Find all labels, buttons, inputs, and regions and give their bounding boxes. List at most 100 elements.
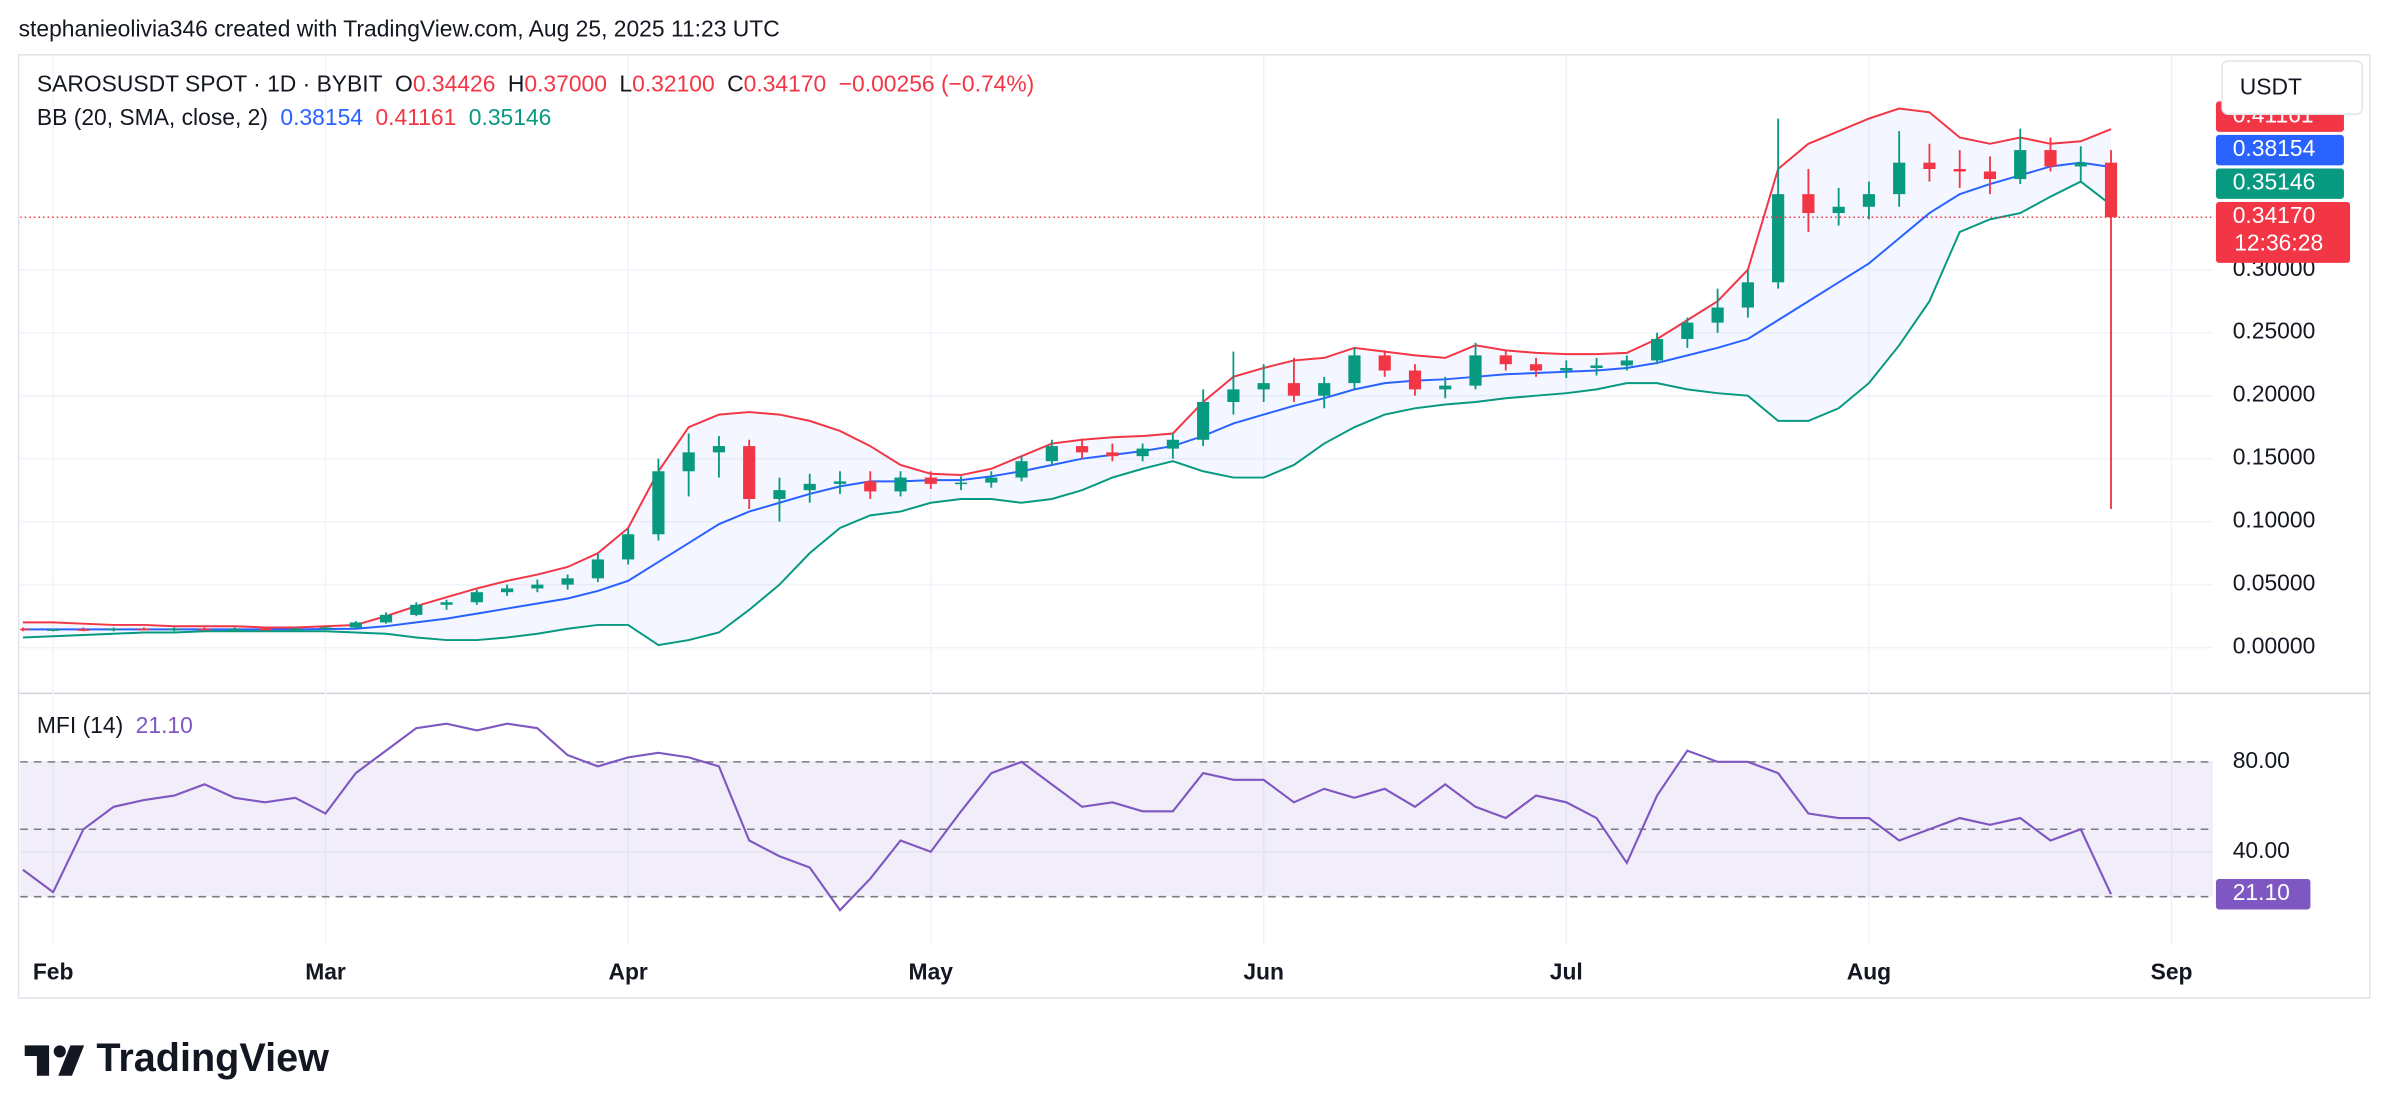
mfi-legend: MFI (14) 21.10	[37, 712, 193, 738]
y-tick-label: 0.05000	[2233, 570, 2316, 596]
x-tick-label: Aug	[1847, 959, 1891, 985]
price-tag	[2215, 134, 2344, 166]
y-tick-label: 80.00	[2233, 747, 2290, 773]
candle-body	[20, 628, 29, 631]
candle-body	[1166, 439, 1179, 449]
brand-logo	[24, 1045, 85, 1076]
candle-body	[1318, 383, 1331, 396]
x-tick-label: Jun	[1243, 959, 1284, 985]
candle-body	[1983, 171, 1997, 180]
mfi-title: MFI (14)	[37, 712, 123, 738]
candle-body	[1378, 355, 1391, 371]
ohlc-field: L	[619, 70, 632, 96]
candle-body	[1227, 389, 1240, 402]
price-tag-label: 0.34170	[2233, 202, 2316, 228]
candle-body	[1529, 364, 1543, 371]
candle-body	[1136, 448, 1149, 457]
candle-body	[924, 477, 937, 484]
candle-body	[2044, 150, 2057, 167]
bb-upper-value: 0.41161	[375, 104, 456, 130]
candle-body	[349, 622, 362, 628]
candle-body	[440, 602, 453, 605]
candle-body	[107, 628, 120, 631]
mfi-tag	[2215, 878, 2311, 910]
y-tick-label: 40.00	[2233, 837, 2290, 863]
mfi-pane	[20, 722, 2213, 912]
candle-body	[743, 446, 756, 499]
candle-body	[1439, 385, 1452, 390]
grid	[20, 54, 2213, 945]
candle-body	[894, 477, 907, 492]
candle-body	[47, 629, 60, 631]
price-tags: 0.3417012:36:280.351460.381540.4116121.1…	[2215, 101, 2351, 910]
candle-body	[410, 604, 423, 615]
logo-mark	[53, 1045, 66, 1058]
candle-body	[591, 559, 604, 579]
candle-body	[319, 627, 332, 629]
candle-body	[1348, 355, 1361, 384]
candle-body	[652, 471, 665, 535]
candle-body	[198, 628, 211, 631]
candle-body	[228, 628, 241, 631]
currency-button[interactable]	[2221, 60, 2363, 116]
bb-line	[22, 161, 2112, 631]
candle-body	[773, 490, 786, 499]
candle-body	[531, 584, 544, 589]
candle-body	[864, 481, 877, 492]
candle-body	[682, 452, 695, 472]
currency: USDT	[2240, 73, 2302, 99]
candle-body	[2104, 162, 2118, 218]
candle-body	[470, 592, 483, 603]
price-tag-label: 0.35146	[2233, 169, 2316, 195]
y-tick-label: 0.00000	[2233, 633, 2316, 659]
x-tick-label: May	[909, 959, 954, 985]
candle-body	[1832, 206, 1845, 214]
candle-body	[1045, 446, 1058, 462]
candle-body	[1741, 282, 1754, 308]
candle-body	[561, 578, 574, 585]
candle-body	[1953, 168, 1966, 172]
bb-line	[22, 180, 2112, 647]
candle-body	[1408, 370, 1422, 390]
candle-body	[1015, 461, 1028, 478]
brand: TradingView	[96, 1036, 329, 1080]
candle-body	[379, 614, 393, 623]
candle-body	[137, 628, 151, 631]
price-tag	[2215, 168, 2344, 199]
chart-frame	[17, 54, 2371, 999]
mfi-tag-label: 21.10	[2233, 879, 2290, 905]
price-pane	[20, 107, 2213, 647]
ohlc-value: 0.37000	[524, 70, 607, 96]
candle-body	[2014, 150, 2027, 180]
candle-body	[258, 628, 272, 631]
candle-body	[1197, 401, 1210, 440]
ohlc-value: 0.34170	[744, 70, 827, 96]
bb-title: BB (20, SMA, close, 2)	[37, 104, 268, 130]
symbol: SAROSUSDT SPOT · 1D · BYBIT	[37, 70, 383, 96]
mfi-value: 21.10	[136, 712, 193, 738]
candle-body	[168, 628, 181, 631]
y-tick-label: 0.10000	[2233, 507, 2316, 533]
bb-legend: BB (20, SMA, close, 2) 0.38154 0.41161 0…	[37, 104, 551, 130]
candle-body	[1469, 355, 1482, 386]
price-tag	[2215, 201, 2351, 263]
candle-body	[500, 588, 514, 593]
price-tag-label: 0.38154	[2233, 135, 2316, 161]
candle-body	[1862, 194, 1876, 207]
candle-body	[1802, 194, 1815, 214]
x-tick-label: Sep	[2151, 959, 2193, 985]
candle-body	[1711, 307, 1724, 323]
candle-body	[289, 628, 302, 631]
candle-body	[1075, 446, 1089, 453]
ohlc-field: O	[395, 70, 413, 96]
candle-body	[77, 629, 90, 631]
change: −0.00256 (−0.74%)	[839, 70, 1035, 96]
candle-body	[833, 481, 847, 484]
ohlc-field: C	[727, 70, 744, 96]
ohlc-value: 0.34426	[413, 70, 496, 96]
credit: stephanieolivia346 created with TradingV…	[19, 16, 780, 42]
candle-body	[1560, 367, 1573, 371]
ohlc-value: 0.32100	[632, 70, 715, 96]
y-tick-label: 0.20000	[2233, 381, 2316, 407]
